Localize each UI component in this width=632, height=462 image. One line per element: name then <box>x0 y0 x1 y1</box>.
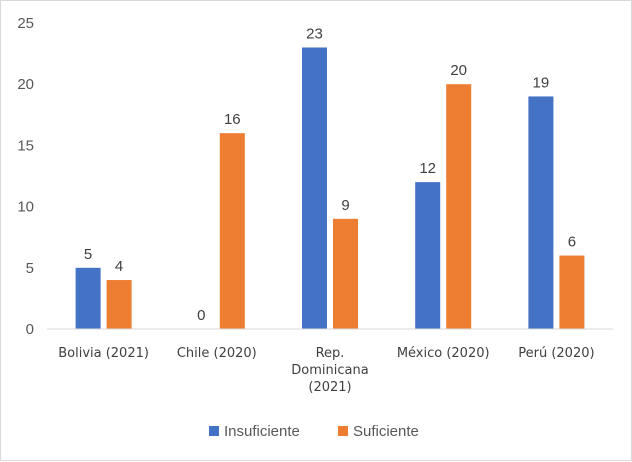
bar-suficiente <box>559 255 585 329</box>
legend: Insuficiente Suficiente <box>209 423 419 440</box>
bar-suficiente <box>446 84 472 329</box>
data-label: 12 <box>419 160 436 177</box>
legend-swatch <box>338 426 348 436</box>
data-labels: 5 4 0 16 23 9 12 20 19 6 <box>84 25 576 324</box>
legend-swatch <box>209 426 219 436</box>
bar-insuficiente <box>528 96 554 329</box>
bar-insuficiente <box>302 47 327 329</box>
data-label: 0 <box>197 307 205 324</box>
y-axis-ticks: 0 5 10 15 20 25 <box>17 15 34 338</box>
y-tick-label: 20 <box>17 76 34 93</box>
data-label: 16 <box>224 111 241 128</box>
category-label: Rep. Dominicana (2021) <box>291 346 368 395</box>
data-label: 19 <box>533 74 550 91</box>
data-label: 6 <box>568 234 576 251</box>
category-label: Bolivia (2021) <box>58 346 149 361</box>
data-label: 5 <box>84 246 92 263</box>
bar-suficiente <box>106 280 132 329</box>
y-tick-label: 25 <box>17 15 34 32</box>
y-tick-label: 0 <box>26 321 34 338</box>
bar-insuficiente <box>415 182 441 329</box>
data-label: 20 <box>450 62 467 79</box>
data-label: 4 <box>115 258 123 275</box>
y-tick-label: 10 <box>17 199 34 216</box>
y-tick-label: 5 <box>26 260 34 277</box>
category-labels: Bolivia (2021) Chile (2020) Rep. Dominicana… <box>58 346 594 395</box>
bar-insuficiente <box>75 267 101 329</box>
bar-suficiente <box>333 218 358 329</box>
category-label: México (2020) <box>397 346 490 361</box>
category-label: Chile (2020) <box>177 346 257 361</box>
bars <box>75 47 585 329</box>
bar-suficiente <box>219 133 245 329</box>
legend-label: Suficiente <box>353 423 419 440</box>
y-tick-label: 15 <box>17 137 34 154</box>
category-label: Perú (2020) <box>518 346 594 361</box>
data-label: 23 <box>306 25 323 42</box>
legend-label: Insuficiente <box>224 423 300 440</box>
data-label: 9 <box>341 197 349 214</box>
